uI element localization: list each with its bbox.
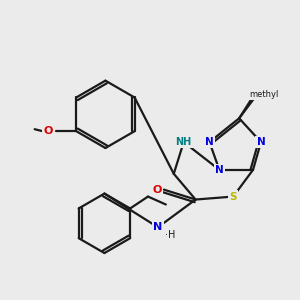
Text: S: S <box>230 192 237 202</box>
Text: methyl: methyl <box>249 90 279 99</box>
Text: O: O <box>152 184 162 195</box>
Text: N: N <box>205 137 214 147</box>
Text: O: O <box>44 126 53 136</box>
Text: NH: NH <box>176 137 192 147</box>
Text: N: N <box>215 165 224 175</box>
Text: N: N <box>256 137 265 147</box>
Text: N: N <box>153 222 163 232</box>
Text: ·H: ·H <box>165 230 175 240</box>
